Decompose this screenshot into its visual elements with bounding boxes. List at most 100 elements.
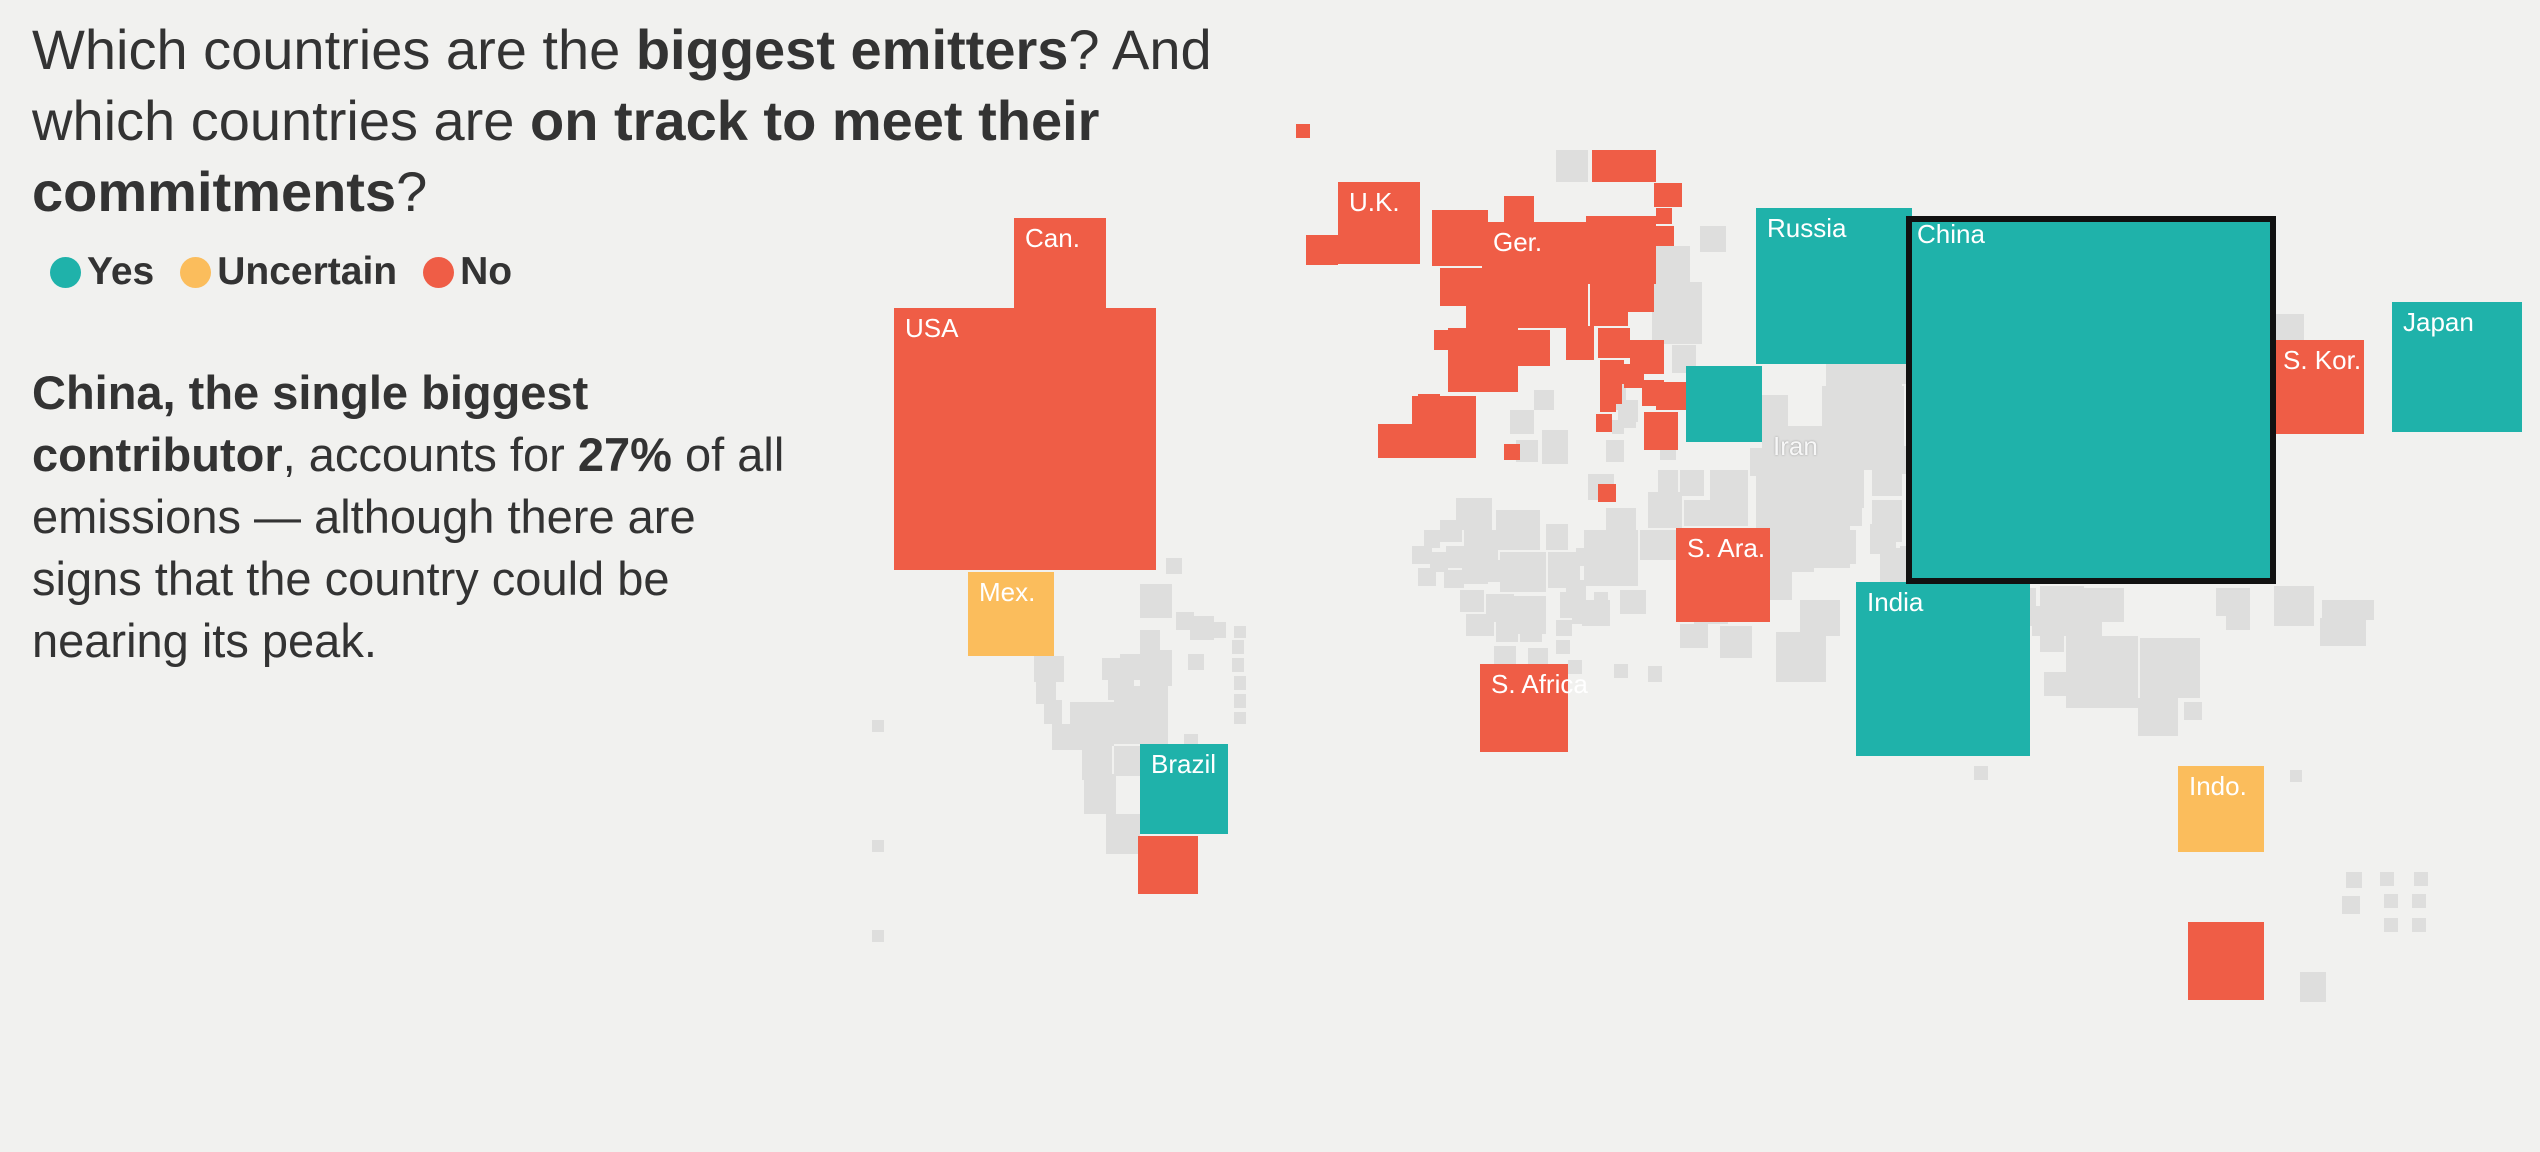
minor-emitter-square-no: [1586, 216, 1656, 284]
minor-emitter-square-no: [1600, 360, 1624, 384]
annotation-bold1: China, the single biggest contributor: [32, 366, 589, 481]
country-square-japan: [2392, 302, 2522, 432]
minor-emitter-square: [2414, 872, 2428, 886]
legend: Yes Uncertain No: [50, 248, 538, 296]
minor-emitter-square: [1234, 676, 1246, 690]
minor-emitter-square: [1462, 560, 1488, 584]
minor-emitter-square: [2412, 894, 2426, 908]
minor-emitter-square: [2184, 702, 2202, 720]
headline-part2: ? And which countries are: [32, 18, 1212, 152]
minor-emitter-square: [872, 720, 884, 732]
country-square-canada: [1014, 218, 1106, 308]
minor-emitter-square: [1570, 604, 1584, 618]
minor-emitter-square: [1444, 570, 1464, 588]
minor-emitter-square: [1648, 666, 1662, 682]
minor-emitter-square: [1166, 558, 1182, 574]
minor-emitter-square-no: [1656, 208, 1672, 224]
headline-part3: ?: [396, 160, 428, 223]
minor-emitter-square-no: [1434, 330, 1454, 350]
minor-emitter-square: [1148, 690, 1166, 712]
minor-emitter-square: [1464, 530, 1498, 560]
minor-emitter-square: [1424, 530, 1440, 548]
minor-emitter-square: [1488, 560, 1512, 582]
minor-emitter-square: [1466, 614, 1494, 636]
country-square-germany: [1482, 222, 1588, 328]
minor-emitter-square: [1700, 226, 1726, 252]
minor-emitter-square: [1556, 620, 1572, 636]
minor-emitter-square: [1974, 766, 1988, 780]
legend-dot-yes-icon: [50, 256, 81, 288]
minor-emitter-square-no: [1296, 124, 1310, 138]
minor-emitter-square-no: [1600, 398, 1616, 412]
minor-emitter-square: [872, 840, 884, 852]
legend-item-no: No: [423, 250, 512, 294]
minor-emitter-square-no: [1566, 326, 1594, 360]
minor-emitter-square: [1542, 430, 1568, 464]
minor-emitter-square: [2346, 872, 2362, 888]
minor-emitter-square: [1440, 520, 1462, 542]
country-square-kazakhstan: [1686, 366, 1762, 442]
minor-emitter-square: [1534, 390, 1554, 410]
minor-emitter-square: [1234, 694, 1246, 708]
minor-emitter-square-no: [1642, 380, 1664, 406]
minor-emitter-square: [1516, 440, 1538, 462]
minor-emitter-square: [1446, 546, 1466, 568]
minor-emitter-square: [1084, 774, 1116, 814]
minor-emitter-square: [1102, 658, 1122, 680]
headline-bold2: on track to meet their commitments: [32, 89, 1100, 223]
minor-emitter-square: [1232, 658, 1244, 672]
minor-emitter-square-no: [1378, 424, 1412, 458]
minor-emitter-square: [1648, 492, 1682, 528]
minor-emitter-square: [1584, 530, 1638, 586]
country-square-india: [1856, 582, 2030, 756]
legend-label-yes: Yes: [87, 250, 155, 293]
minor-emitter-square: [1520, 616, 1542, 642]
minor-emitter-square-no: [1306, 235, 1338, 265]
minor-emitter-square: [1494, 646, 1516, 664]
country-label-canada: Can.: [1025, 223, 1080, 253]
minor-emitter-square: [1234, 712, 1246, 724]
minor-emitter-square-no: [1516, 330, 1550, 366]
minor-emitter-square: [1528, 648, 1548, 666]
minor-emitter-square: [2342, 896, 2360, 914]
country-label-russia: Russia: [1767, 213, 1847, 243]
minor-emitter-square-no: [1432, 210, 1488, 266]
country-label-mexico: Mex.: [979, 577, 1036, 607]
headline-part1: Which countries are the: [32, 18, 636, 81]
minor-emitter-square: [1188, 654, 1204, 670]
minor-emitter-square: [1684, 500, 1710, 526]
legend-label-no: No: [460, 250, 513, 293]
minor-emitter-square-no: [1628, 282, 1654, 312]
minor-emitter-square: [1594, 592, 1608, 606]
country-square-uk: [1338, 182, 1420, 264]
country-label-uk: U.K.: [1349, 187, 1400, 217]
minor-emitter-square-no: [1654, 183, 1682, 207]
minor-emitter-square: [1612, 420, 1624, 434]
minor-emitter-square: [1776, 632, 1826, 682]
legend-dot-uncertain-icon: [180, 256, 212, 288]
minor-emitter-square: [1418, 568, 1436, 586]
minor-emitter-square: [1036, 680, 1056, 704]
country-square-usa: [894, 308, 1156, 570]
country-label-brazil: Brazil: [1151, 749, 1217, 779]
country-square-saudi-arabia: [1676, 528, 1770, 622]
minor-emitter-square-no: [1598, 484, 1616, 502]
minor-emitter-square: [2066, 636, 2138, 708]
minor-emitter-square-no: [1418, 394, 1440, 414]
minor-emitter-square: [1106, 814, 1140, 854]
minor-emitter-square: [2300, 972, 2326, 1002]
minor-emitter-square-no: [1656, 226, 1674, 246]
country-square-china: [1906, 216, 2276, 584]
minor-emitter-square: [2384, 894, 2398, 908]
minor-emitter-square: [1620, 590, 1646, 614]
annotation-bold2: 27%: [577, 428, 672, 481]
minor-emitter-square: [1620, 410, 1636, 428]
minor-emitter-square: [1566, 580, 1586, 600]
country-square-indonesia: [2178, 766, 2264, 852]
country-label-india: India: [1867, 587, 1924, 617]
minor-emitter-square: [1680, 470, 1704, 496]
minor-emitter-square: [1430, 552, 1448, 572]
minor-emitter-square: [2040, 628, 2064, 652]
minor-emitter-square: [2384, 918, 2398, 932]
minor-emitter-square: [1456, 498, 1492, 530]
